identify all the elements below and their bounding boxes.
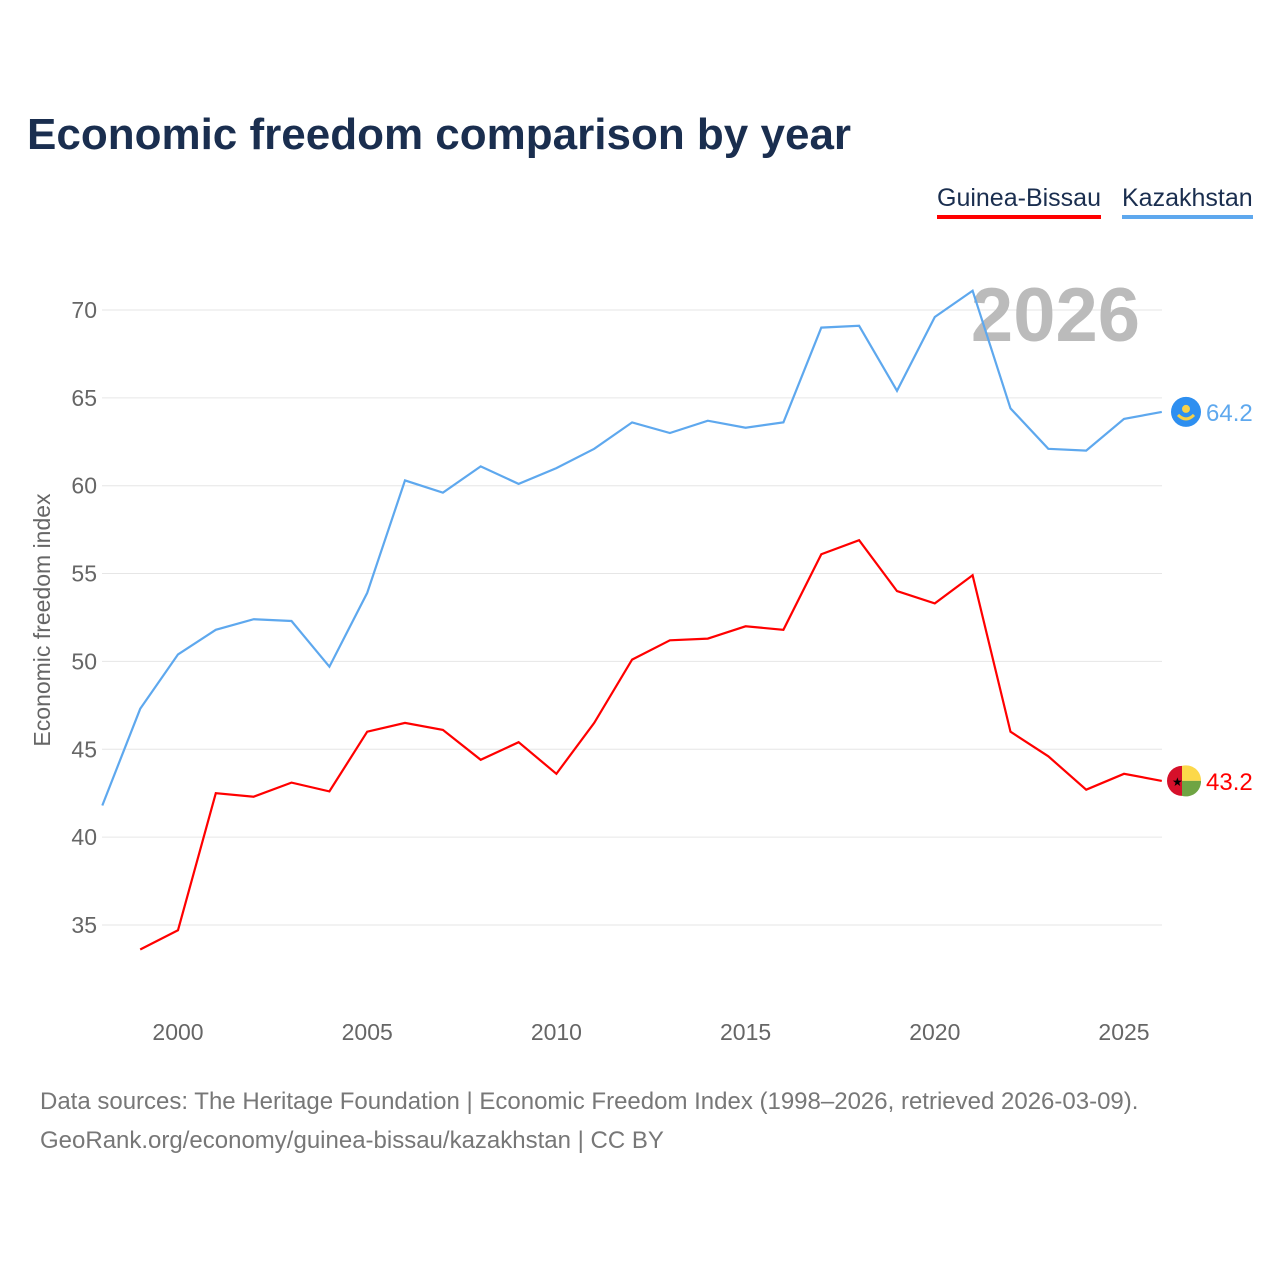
year-annotation: 2026 <box>971 273 1140 358</box>
chart-title: Economic freedom comparison by year <box>27 110 852 159</box>
x-tick-label: 2005 <box>342 1019 393 1045</box>
guinea-bissau-flag-icon <box>1167 765 1182 796</box>
flag-yellow-icon <box>1182 765 1202 781</box>
x-tick-label: 2015 <box>720 1019 771 1045</box>
y-tick-label: 65 <box>71 385 97 411</box>
y-tick-label: 60 <box>71 473 97 499</box>
x-tick-label: 2010 <box>531 1019 582 1045</box>
legend-kazakhstan[interactable]: Kazakhstan <box>1122 184 1253 219</box>
x-tick-label: 2025 <box>1098 1019 1149 1045</box>
y-tick-label: 40 <box>71 824 97 850</box>
legend-guinea-bissau[interactable]: Guinea-Bissau <box>937 184 1101 219</box>
y-tick-label: 55 <box>71 561 97 587</box>
x-tick-label: 2000 <box>152 1019 203 1045</box>
series-line-guinea-bissau <box>139 538 1163 951</box>
x-tick-label: 2020 <box>909 1019 960 1045</box>
y-tick-label: 35 <box>71 912 97 938</box>
y-tick-label: 70 <box>71 297 97 323</box>
source-note: Data sources: The Heritage Foundation | … <box>40 1088 1139 1115</box>
y-tick-label: 45 <box>71 736 97 762</box>
flag-sun-icon <box>1182 404 1190 413</box>
y-axis-label: Economic freedom index <box>29 493 55 747</box>
flag-green-icon <box>1182 780 1202 797</box>
end-value-label: 64.2 <box>1206 400 1253 427</box>
end-value-label: 43.2 <box>1206 769 1253 796</box>
y-tick-label: 50 <box>71 648 97 674</box>
source-url: GeoRank.org/economy/guinea-bissau/kazakh… <box>40 1127 664 1154</box>
flag-star-icon: ★ <box>1172 775 1183 789</box>
series-line-kazakhstan <box>101 288 1163 806</box>
flag-eagle-icon <box>1176 413 1196 421</box>
